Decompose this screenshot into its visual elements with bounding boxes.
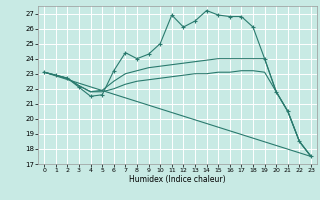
X-axis label: Humidex (Indice chaleur): Humidex (Indice chaleur) [129,175,226,184]
